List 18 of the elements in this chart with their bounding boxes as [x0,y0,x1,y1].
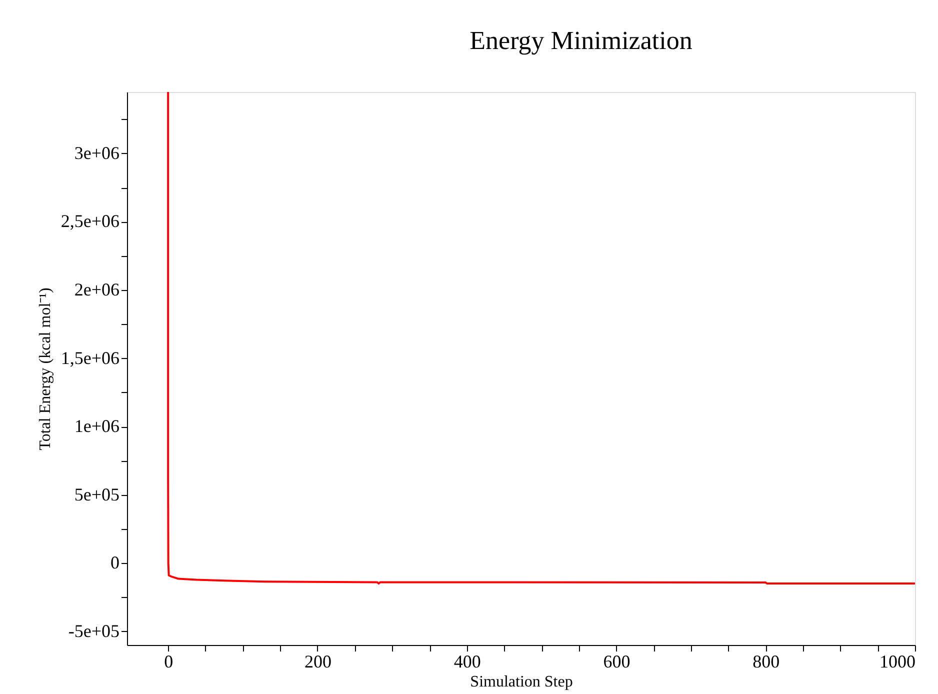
x-tick-label: 0 [164,652,174,672]
x-tick-label: 600 [603,652,630,672]
x-tick-label: 1000 [880,652,916,672]
y-tick-label: 1,5e+06 [60,348,120,368]
line-series [167,92,915,585]
y-tick-label: -5e+05 [68,620,120,641]
x-tick-label: 800 [752,652,780,672]
y-tick-label: 1e+06 [74,416,120,436]
y-axis-title: Total Energy (kcal mol⁻¹) [36,288,54,450]
y-tick-label: 2,5e+06 [60,211,120,232]
x-axis-title: Simulation Step [470,674,573,690]
y-tick-label: 0 [110,552,120,573]
y-tick-label: 3e+06 [74,142,120,163]
chart-title: Energy Minimization [470,26,692,55]
x-tick-label: 400 [454,652,481,672]
y-tick-label: 2e+06 [74,279,120,300]
y-tick-label: 5e+05 [74,484,120,504]
x-tick-label: 200 [304,652,332,672]
